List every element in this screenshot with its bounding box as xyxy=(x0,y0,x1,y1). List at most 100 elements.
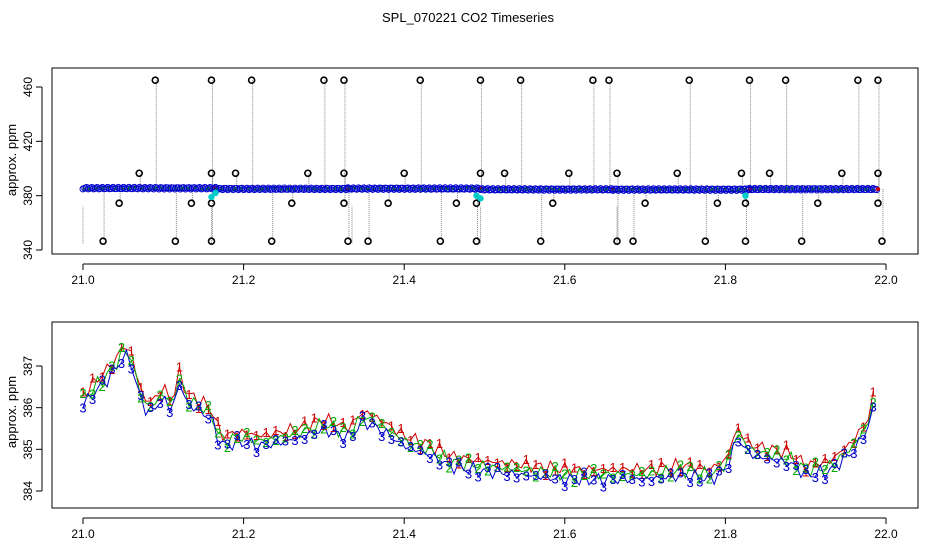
series-label-3: 3 xyxy=(667,465,674,480)
series-label-3: 3 xyxy=(214,438,221,453)
baseline-point xyxy=(848,184,856,192)
drop-lines xyxy=(82,80,884,244)
baseline-point xyxy=(395,185,403,193)
series-label-3: 3 xyxy=(99,373,106,388)
baseline-point xyxy=(125,183,133,191)
baseline-point xyxy=(353,185,361,193)
baseline-point xyxy=(273,185,281,193)
series-label-1: 1 xyxy=(831,449,838,464)
baseline-point xyxy=(650,185,658,193)
series-label-1: 1 xyxy=(494,456,501,471)
y-tick-label: 386 xyxy=(21,397,35,417)
series-label-2: 2 xyxy=(503,459,510,474)
baseline-point xyxy=(404,184,412,192)
series-label-2: 2 xyxy=(301,421,308,436)
series-label-1: 1 xyxy=(388,419,395,434)
x-tick-label: 21.4 xyxy=(393,527,417,540)
series-label-2: 2 xyxy=(686,459,693,474)
y-axis-top: 340 380 420 460 xyxy=(21,77,43,260)
series-label-1: 1 xyxy=(870,384,877,399)
series-label-1: 1 xyxy=(397,421,404,436)
outlier-point xyxy=(340,169,348,178)
baseline-point xyxy=(802,186,810,194)
outlier-point xyxy=(99,237,107,245)
series-label-1: 1 xyxy=(282,429,289,444)
series-label-3: 3 xyxy=(185,397,192,412)
baseline-point xyxy=(279,185,287,193)
series-label-3: 3 xyxy=(311,427,318,442)
series-label-3: 3 xyxy=(378,429,385,444)
series-label-3: 3 xyxy=(128,361,135,376)
series-label-3: 3 xyxy=(484,460,491,475)
outlier-point xyxy=(472,237,481,245)
series-label-3: 3 xyxy=(831,456,838,471)
baseline-point xyxy=(685,186,693,194)
series-label-2: 2 xyxy=(234,431,241,446)
baseline-point xyxy=(484,185,492,193)
baseline-point xyxy=(586,185,594,193)
baseline-point xyxy=(457,184,465,192)
baseline-point xyxy=(639,185,647,193)
baseline-point xyxy=(857,185,865,193)
baseline-point xyxy=(867,186,875,194)
outlier-point xyxy=(589,76,597,85)
series-label-3: 3 xyxy=(735,435,742,450)
baseline-point xyxy=(795,185,803,193)
y-tick-label: 387 xyxy=(21,356,35,376)
baseline-point xyxy=(674,186,682,194)
baseline-point xyxy=(316,186,324,194)
baseline-point xyxy=(93,183,101,191)
series-label-1: 1 xyxy=(850,436,857,451)
series-label-3: 3 xyxy=(812,470,819,485)
outlier-point xyxy=(613,237,621,245)
baseline-point xyxy=(385,185,393,193)
outlier-points xyxy=(99,76,886,245)
series-label-1: 1 xyxy=(629,466,636,481)
baseline-point xyxy=(862,186,870,194)
series-label-3: 3 xyxy=(436,458,443,473)
series-label-1: 1 xyxy=(253,428,260,443)
series-label-1: 1 xyxy=(311,410,318,425)
series-label-1: 1 xyxy=(783,437,790,452)
series-label-3: 3 xyxy=(850,446,857,461)
baseline-point xyxy=(797,186,805,194)
x-axis-bottom: 21.0 21.2 21.4 21.6 21.8 22.0 xyxy=(71,517,898,540)
series-label-1: 1 xyxy=(128,344,135,359)
x-tick-label: 21.0 xyxy=(71,273,95,287)
outlier-point xyxy=(340,76,348,85)
baseline-point xyxy=(445,185,453,193)
baseline-point xyxy=(827,185,835,193)
series-label-2: 2 xyxy=(484,464,491,479)
series-label-2: 2 xyxy=(532,470,539,485)
baseline-point xyxy=(745,184,753,192)
outlier-point xyxy=(115,199,123,207)
baseline-point xyxy=(144,185,152,193)
series-label-1: 1 xyxy=(407,433,414,448)
baseline-point xyxy=(671,185,679,193)
baseline-point xyxy=(508,186,516,194)
x-tick-label: 21.8 xyxy=(714,527,738,540)
baseline-point xyxy=(669,186,677,194)
series-label-2: 2 xyxy=(542,466,549,481)
y-label-bottom: approx. ppm xyxy=(4,376,19,448)
series-label-3: 3 xyxy=(715,464,722,479)
series-label-1: 1 xyxy=(214,414,221,429)
series-label-3: 3 xyxy=(330,423,337,438)
series-label-1: 1 xyxy=(580,467,587,482)
series-label-1: 1 xyxy=(735,420,742,435)
outlier-point xyxy=(151,76,160,85)
series-label-1: 1 xyxy=(513,459,520,474)
series-label-2: 2 xyxy=(388,425,395,440)
outlier-point xyxy=(548,199,557,207)
series-label-3: 3 xyxy=(561,479,568,494)
baseline-point xyxy=(134,185,142,193)
series-label-3: 3 xyxy=(494,460,501,475)
series-label-2: 2 xyxy=(802,461,809,476)
series-label-1: 1 xyxy=(812,456,819,471)
baseline-point xyxy=(535,186,543,194)
series-label-2: 2 xyxy=(330,414,337,429)
series-label-3: 3 xyxy=(426,451,433,466)
series-label-3: 3 xyxy=(282,434,289,449)
outlier-point xyxy=(344,237,352,245)
